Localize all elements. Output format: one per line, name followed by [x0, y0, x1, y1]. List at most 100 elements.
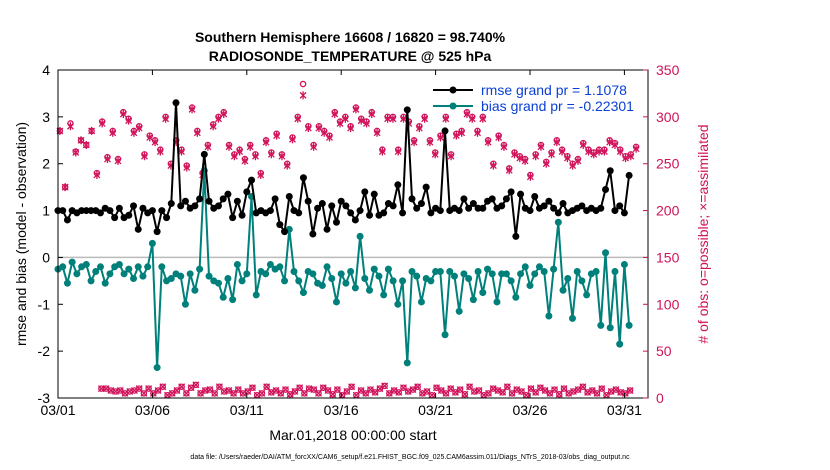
y-right-tick-label: 100	[656, 296, 680, 312]
obs-low-possible-marker	[371, 389, 379, 396]
obs-low-possible-marker	[296, 384, 303, 391]
bias-point	[181, 300, 189, 308]
bias-point	[611, 267, 619, 275]
obs-assimilated-marker	[495, 133, 503, 142]
obs-low-possible-marker	[277, 390, 285, 397]
obs-low-assimilated-marker	[102, 385, 110, 393]
bias-point	[554, 218, 562, 226]
obs-assimilated-marker	[331, 110, 339, 119]
rmse-point	[233, 197, 241, 205]
bias-point	[87, 277, 95, 285]
obs-assimilated-marker	[82, 140, 90, 149]
obs-assimilated-marker	[326, 133, 333, 142]
rmse-point	[314, 204, 322, 212]
rmse-point	[403, 106, 411, 114]
obs-assimilated-marker	[627, 152, 635, 161]
rmse-point	[469, 200, 477, 208]
x-tick-label: 03/06	[135, 402, 170, 418]
obs-low-possible-marker	[178, 383, 185, 391]
obs-assimilated-marker	[542, 159, 550, 168]
x-axis-label: Mar.01,2018 00:00:00 start	[269, 427, 436, 443]
obs-low-assimilated-marker	[428, 391, 436, 399]
bias-point	[384, 265, 392, 273]
obs-assimilated-marker	[347, 124, 355, 133]
plot-frame	[57, 69, 649, 399]
obs-low-possible-marker	[235, 386, 242, 393]
obs-assimilated-marker	[410, 138, 418, 147]
bias-point	[167, 275, 175, 283]
obs-assimilated-marker	[193, 128, 201, 137]
obs-assimilated-marker	[394, 147, 402, 156]
rmse-point	[271, 195, 279, 203]
obs-assimilated-marker	[505, 166, 513, 175]
obs-low-possible-marker	[556, 391, 563, 398]
obs-assimilated-marker	[574, 156, 582, 165]
obs-assimilated-marker	[632, 144, 640, 153]
bias-point	[521, 263, 529, 271]
bias-point	[606, 324, 614, 332]
obs-assimilated-marker	[384, 114, 392, 123]
obs-low-assimilated-marker	[522, 391, 530, 399]
obs-assimilated-marker	[88, 126, 96, 135]
bias-point	[370, 265, 378, 273]
obs-low-assimilated-marker	[518, 387, 525, 395]
rmse-point	[219, 195, 227, 203]
y-right-tick-label: 250	[656, 156, 680, 172]
obs-assimilated-marker	[262, 138, 270, 147]
obs-low-possible-marker	[154, 387, 162, 394]
bias-point	[484, 265, 492, 273]
obs-low-possible-marker	[546, 390, 554, 397]
bias-point	[573, 267, 581, 275]
obs-assimilated-marker	[109, 128, 117, 137]
rmse-point	[625, 171, 633, 179]
obs-low-possible-marker	[527, 385, 535, 392]
obs-low-possible-marker	[532, 389, 539, 396]
bias-point	[455, 307, 463, 315]
obs-assimilated-marker	[162, 114, 170, 123]
x-tick-label: 03/01	[40, 402, 75, 418]
bias-point	[266, 260, 274, 268]
bias-point	[413, 272, 421, 280]
obs-low-assimilated-marker	[555, 390, 563, 398]
bias-point	[361, 275, 369, 283]
rmse-point	[167, 200, 175, 208]
rmse-point	[502, 195, 510, 203]
obs-assimilated-marker	[61, 183, 69, 192]
rmse-point	[366, 211, 374, 219]
obs-low-possible-marker	[244, 388, 251, 395]
bias-point	[436, 267, 444, 275]
bias-point	[134, 263, 142, 271]
bias-point	[120, 270, 128, 278]
bias-point	[550, 265, 558, 273]
obs-low-assimilated-marker	[466, 383, 474, 391]
rmse-point	[380, 209, 388, 217]
obs-assimilated-marker	[310, 142, 318, 151]
bias-point	[479, 289, 487, 297]
obs-low-assimilated-marker	[423, 387, 431, 395]
obs-low-assimilated-marker	[598, 385, 606, 393]
rmse-point	[597, 204, 605, 212]
bias-point	[290, 267, 298, 275]
y-tick-label: 2	[42, 156, 50, 172]
bias-point	[96, 263, 104, 271]
bias-point	[583, 291, 591, 299]
obs-low-possible-marker	[348, 383, 355, 391]
obs-low-assimilated-marker	[513, 386, 521, 394]
bias-point	[299, 289, 307, 297]
obs-assimilated-marker	[516, 154, 524, 163]
obs-assimilated-marker	[67, 122, 74, 131]
obs-low-assimilated-marker	[206, 386, 214, 394]
obs-assimilated-marker	[294, 114, 302, 123]
bias-point	[512, 293, 520, 301]
obs-possible-marker	[299, 80, 307, 88]
rmse-point	[191, 202, 199, 210]
y-tick-label: -1	[38, 296, 51, 312]
rmse-point	[602, 185, 610, 193]
rmse-point	[356, 207, 364, 215]
obs-low-assimilated-marker	[461, 390, 469, 398]
obs-assimilated-marker	[368, 110, 376, 119]
rmse-point	[351, 216, 359, 224]
obs-low-possible-marker	[310, 386, 318, 393]
obs-low-assimilated-marker	[192, 381, 200, 389]
bias-point	[460, 270, 468, 278]
